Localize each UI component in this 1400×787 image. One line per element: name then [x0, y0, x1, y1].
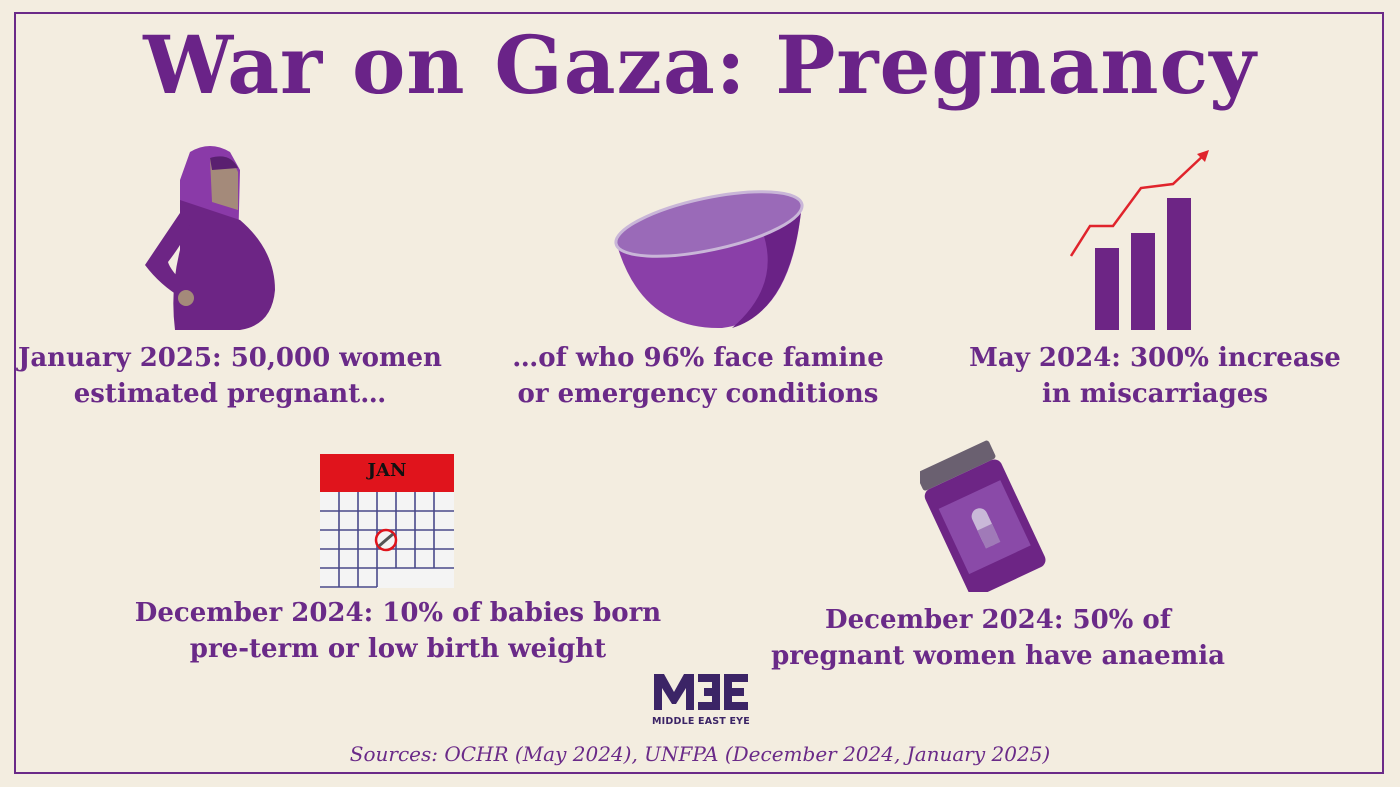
- caption-line: in miscarriages: [1041, 379, 1268, 409]
- fact-caption: December 2024: 10% of babies born pre-te…: [100, 595, 696, 667]
- caption-line: or emergency conditions: [517, 379, 879, 409]
- middle-east-eye-logo: MIDDLE EAST EYE: [652, 672, 750, 727]
- empty-bowl-icon: [614, 190, 804, 329]
- caption-line: May 2024: 300% increase: [969, 343, 1341, 373]
- caption-line: December 2024: 50% of: [825, 605, 1171, 635]
- calendar-month: JAN: [367, 460, 407, 481]
- pregnant-woman-icon: [145, 146, 275, 330]
- fact-caption: January 2025: 50,000 women estimated pre…: [0, 340, 460, 412]
- caption-line: pre-term or low birth weight: [189, 634, 607, 664]
- fact-caption: …of who 96% face famine or emergency con…: [470, 340, 926, 412]
- caption-line: pregnant women have anaemia: [771, 641, 1225, 671]
- page-title: War on Gaza: Pregnancy: [143, 18, 1257, 112]
- caption-line: January 2025: 50,000 women: [18, 343, 442, 373]
- sources-note: Sources: OCHR (May 2024), UNFPA (Decembe…: [349, 742, 1051, 766]
- infographic-frame: [14, 12, 1384, 774]
- fact-caption: May 2024: 300% increase in miscarriages: [930, 340, 1380, 412]
- caption-line: …of who 96% face famine: [512, 343, 884, 373]
- logo-text: MIDDLE EAST EYE: [652, 716, 750, 727]
- calendar-icon: JAN: [320, 454, 454, 588]
- rising-bar-chart-icon: [1069, 150, 1209, 330]
- caption-line: estimated pregnant…: [73, 379, 387, 409]
- fact-caption: December 2024: 50% of pregnant women hav…: [760, 602, 1236, 674]
- caption-line: December 2024: 10% of babies born: [134, 598, 662, 628]
- pill-bottle-icon: [920, 440, 1046, 592]
